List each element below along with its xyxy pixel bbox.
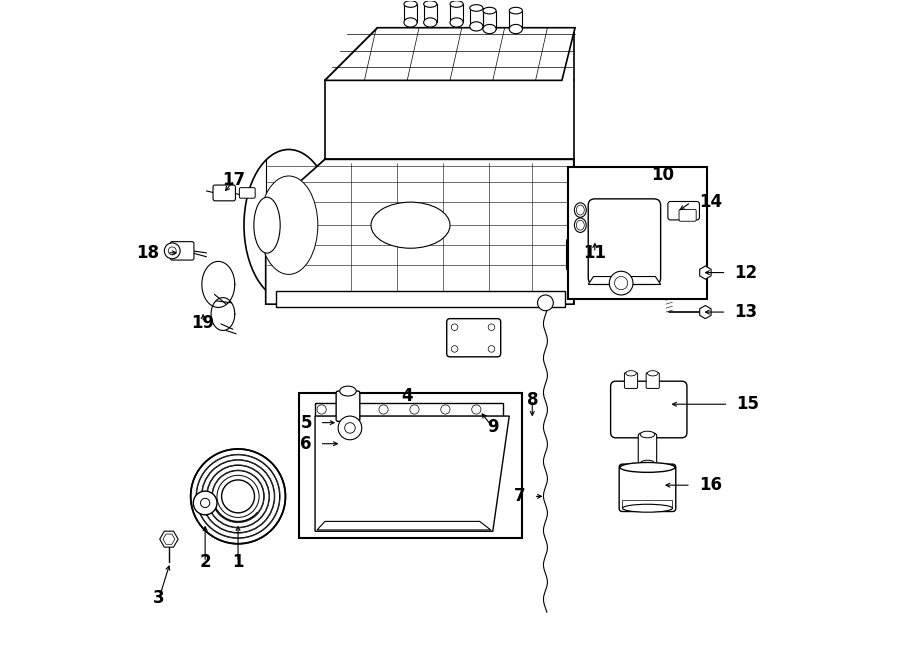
Circle shape <box>348 405 357 414</box>
FancyBboxPatch shape <box>275 291 565 307</box>
Text: 9: 9 <box>487 418 499 436</box>
Circle shape <box>488 324 495 330</box>
Text: 13: 13 <box>734 303 758 321</box>
FancyBboxPatch shape <box>625 373 637 389</box>
Ellipse shape <box>574 218 586 233</box>
Text: 15: 15 <box>736 395 760 413</box>
Text: 3: 3 <box>153 590 165 607</box>
Polygon shape <box>266 159 573 304</box>
Polygon shape <box>315 416 509 531</box>
Circle shape <box>338 416 362 440</box>
Circle shape <box>451 324 458 330</box>
Ellipse shape <box>259 176 318 274</box>
Text: 1: 1 <box>232 553 244 571</box>
Ellipse shape <box>483 7 496 14</box>
Text: 2: 2 <box>199 553 211 571</box>
Circle shape <box>537 295 554 311</box>
Circle shape <box>410 405 419 414</box>
Polygon shape <box>317 522 490 530</box>
FancyBboxPatch shape <box>589 199 661 284</box>
Ellipse shape <box>404 1 417 7</box>
Ellipse shape <box>387 294 400 303</box>
Ellipse shape <box>450 18 464 27</box>
Ellipse shape <box>483 24 496 34</box>
Circle shape <box>441 405 450 414</box>
Polygon shape <box>699 266 711 279</box>
Text: 12: 12 <box>734 264 758 282</box>
FancyBboxPatch shape <box>336 391 360 421</box>
Text: 17: 17 <box>222 171 246 190</box>
Ellipse shape <box>424 18 436 27</box>
Ellipse shape <box>626 371 636 376</box>
Ellipse shape <box>623 504 672 512</box>
Bar <box>623 500 672 508</box>
Ellipse shape <box>371 202 450 249</box>
Ellipse shape <box>450 1 464 7</box>
Circle shape <box>345 422 356 433</box>
Circle shape <box>451 346 458 352</box>
FancyBboxPatch shape <box>446 319 500 357</box>
Ellipse shape <box>424 1 436 7</box>
Circle shape <box>165 243 180 258</box>
Text: 14: 14 <box>698 193 722 211</box>
Polygon shape <box>159 531 178 547</box>
Ellipse shape <box>339 386 356 396</box>
Circle shape <box>317 405 327 414</box>
FancyBboxPatch shape <box>680 210 697 221</box>
Text: 6: 6 <box>301 435 311 453</box>
Text: 4: 4 <box>401 387 413 405</box>
Circle shape <box>221 480 255 513</box>
FancyBboxPatch shape <box>619 464 676 512</box>
Polygon shape <box>589 276 661 284</box>
Circle shape <box>609 271 633 295</box>
Text: 5: 5 <box>301 414 311 432</box>
Text: 19: 19 <box>192 313 215 332</box>
Circle shape <box>488 346 495 352</box>
Text: 11: 11 <box>583 244 607 262</box>
FancyBboxPatch shape <box>610 381 687 438</box>
Text: 8: 8 <box>526 391 538 408</box>
Text: 10: 10 <box>651 166 674 184</box>
Text: 18: 18 <box>136 244 159 262</box>
Circle shape <box>194 491 217 515</box>
FancyBboxPatch shape <box>638 433 657 466</box>
Ellipse shape <box>509 24 522 34</box>
Ellipse shape <box>640 460 654 467</box>
Ellipse shape <box>434 294 447 303</box>
FancyBboxPatch shape <box>668 202 699 220</box>
Bar <box>299 393 522 538</box>
Bar <box>569 167 706 299</box>
FancyBboxPatch shape <box>566 239 590 271</box>
Ellipse shape <box>640 431 654 438</box>
Ellipse shape <box>292 294 305 303</box>
Circle shape <box>191 449 285 544</box>
Circle shape <box>379 405 388 414</box>
Ellipse shape <box>339 294 353 303</box>
Polygon shape <box>325 28 575 81</box>
Ellipse shape <box>529 294 542 303</box>
Polygon shape <box>699 305 711 319</box>
FancyBboxPatch shape <box>646 373 660 389</box>
FancyBboxPatch shape <box>213 185 236 201</box>
Ellipse shape <box>509 7 522 14</box>
Ellipse shape <box>647 371 658 376</box>
Ellipse shape <box>404 18 417 27</box>
Ellipse shape <box>470 22 483 31</box>
Text: 16: 16 <box>698 476 722 494</box>
Ellipse shape <box>482 294 495 303</box>
Circle shape <box>201 498 210 508</box>
Ellipse shape <box>244 149 334 301</box>
Ellipse shape <box>470 5 483 11</box>
Text: 7: 7 <box>514 487 526 506</box>
Ellipse shape <box>620 463 675 473</box>
Ellipse shape <box>574 203 586 217</box>
FancyBboxPatch shape <box>239 188 256 198</box>
FancyBboxPatch shape <box>170 242 194 260</box>
Ellipse shape <box>532 169 591 294</box>
Circle shape <box>472 405 481 414</box>
Polygon shape <box>315 403 503 416</box>
Ellipse shape <box>254 197 280 253</box>
